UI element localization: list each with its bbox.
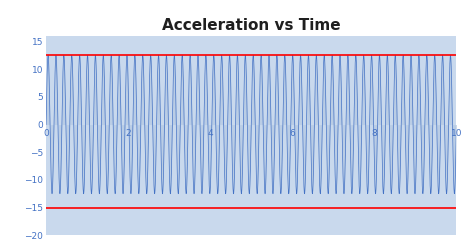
Title: Acceleration vs Time: Acceleration vs Time [162,18,341,33]
